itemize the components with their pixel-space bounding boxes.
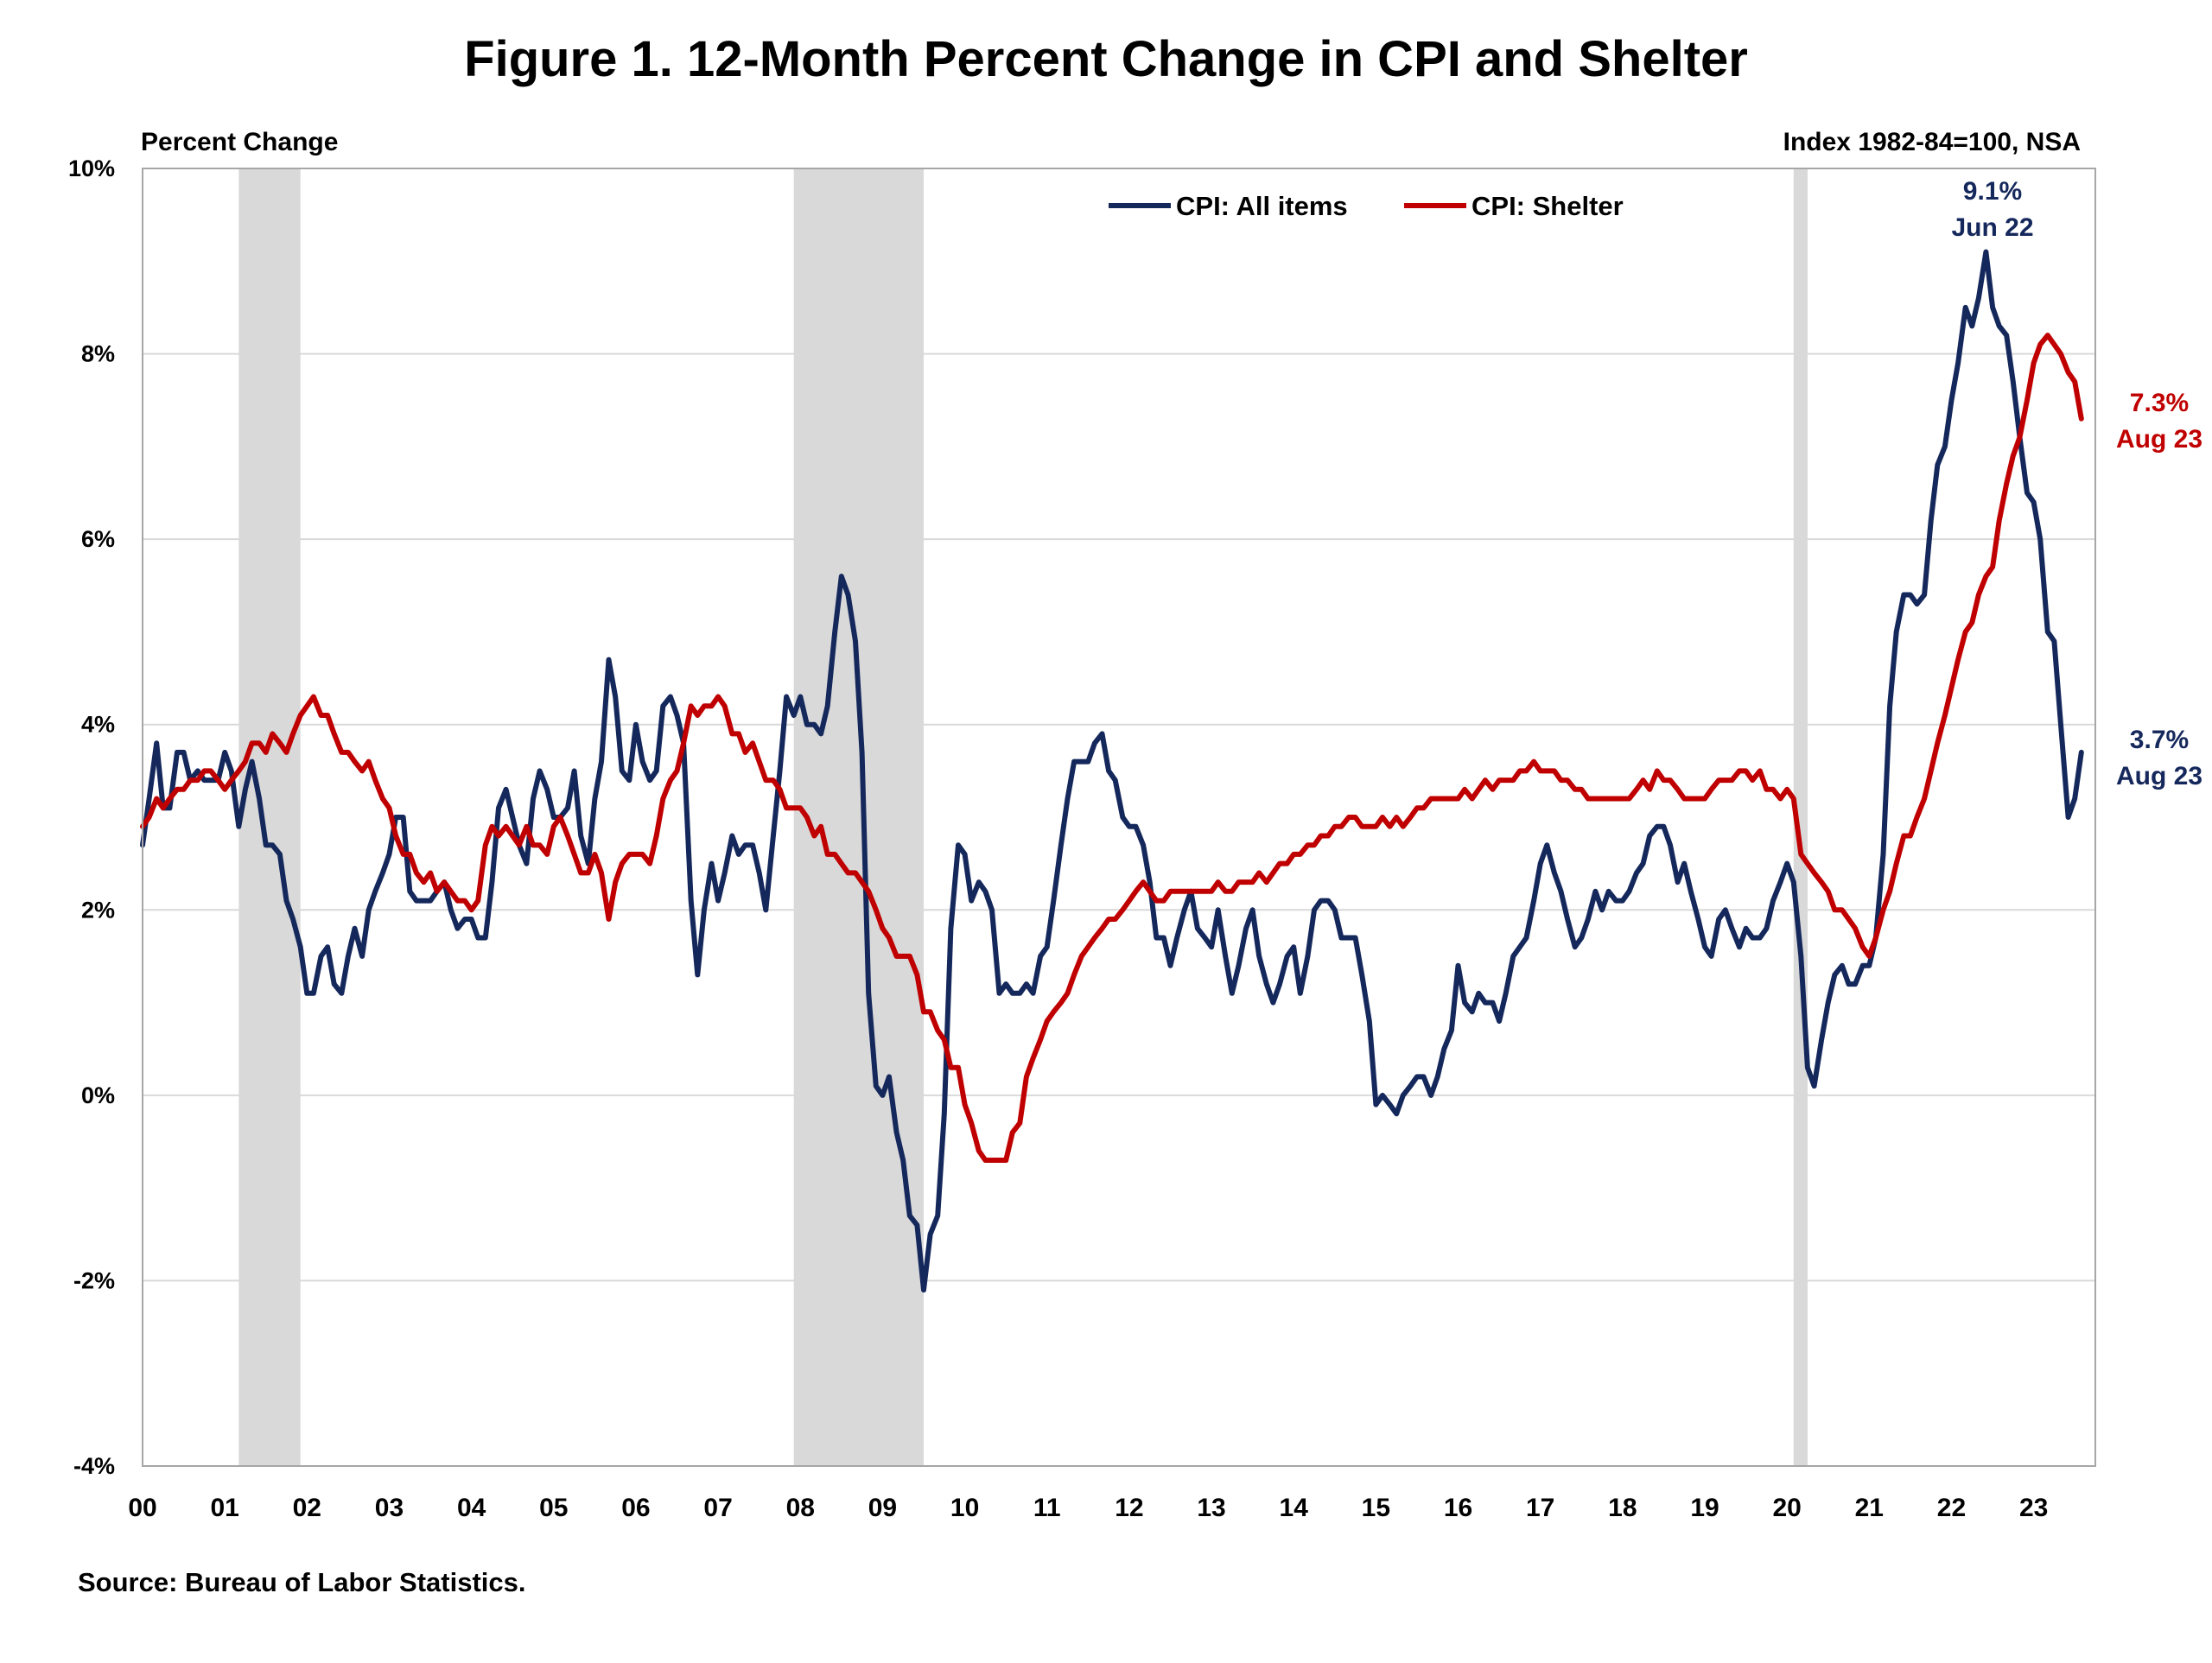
x-tick-label: 12 bbox=[1115, 1494, 1143, 1522]
x-tick-label: 21 bbox=[1855, 1494, 1884, 1522]
x-tick-label: 01 bbox=[210, 1494, 238, 1522]
annotation-cpi-latest-value: 3.7% bbox=[2130, 726, 2189, 754]
recession-band-1 bbox=[238, 168, 301, 1466]
annotation-cpi-peak-date: Jun 22 bbox=[1951, 213, 2033, 242]
x-tick-label: 16 bbox=[1444, 1494, 1472, 1522]
y-tick-label: 2% bbox=[81, 897, 115, 923]
y-tick-labels: -4% -2% 0% 2% 4% 6% 8% 10% bbox=[68, 156, 115, 1479]
recession-band-2 bbox=[793, 168, 924, 1466]
source-note: Source: Bureau of Labor Statistics. bbox=[78, 1567, 526, 1597]
x-tick-label: 07 bbox=[703, 1494, 732, 1522]
annotation-shelter-latest-date: Aug 23 bbox=[2116, 425, 2202, 454]
x-tick-label: 11 bbox=[1033, 1494, 1061, 1522]
x-tick-label: 02 bbox=[293, 1494, 321, 1522]
y-tick-label: 0% bbox=[81, 1082, 115, 1108]
plot-frame bbox=[142, 168, 2096, 1467]
y-tick-label: -4% bbox=[73, 1453, 115, 1479]
x-tick-label: 03 bbox=[375, 1494, 404, 1522]
x-tick-label: 23 bbox=[2019, 1494, 2048, 1522]
x-tick-label: 15 bbox=[1362, 1494, 1390, 1522]
series-lines bbox=[140, 249, 2084, 1293]
y-tick-label: 6% bbox=[81, 526, 115, 552]
x-tick-label: 06 bbox=[621, 1494, 650, 1522]
x-tick-label: 10 bbox=[950, 1494, 979, 1522]
y-tick-label: 8% bbox=[81, 341, 115, 367]
recession-band-3 bbox=[1793, 168, 1808, 1466]
x-tick-label: 05 bbox=[539, 1494, 568, 1522]
x-tick-label: 13 bbox=[1197, 1494, 1225, 1522]
recession-bands bbox=[238, 168, 1808, 1466]
x-tick-label: 20 bbox=[1772, 1494, 1801, 1522]
x-tick-label: 18 bbox=[1608, 1494, 1637, 1522]
y-tick-label: -2% bbox=[73, 1267, 115, 1293]
x-tick-label: 14 bbox=[1280, 1494, 1309, 1522]
legend-label-cpi-shelter: CPI: Shelter bbox=[1471, 191, 1624, 221]
x-tick-label: 08 bbox=[786, 1494, 815, 1522]
y-tick-label: 10% bbox=[68, 156, 115, 181]
x-tick-label: 17 bbox=[1526, 1494, 1554, 1522]
x-tick-labels: 00 01 02 03 04 05 06 07 08 09 10 11 12 13 14 15 16 17 18 19… bbox=[128, 1494, 2048, 1522]
annotations: 9.1% Jun 22 7.3% Aug 23 3.7% Aug 23 bbox=[1951, 177, 2202, 790]
chart-title: Figure 1. 12-Month Percent Change in CPI… bbox=[464, 31, 1748, 87]
annotation-cpi-peak-value: 9.1% bbox=[1963, 177, 2022, 206]
annotation-cpi-latest-date: Aug 23 bbox=[2116, 762, 2202, 790]
annotation-shelter-latest-value: 7.3% bbox=[2130, 389, 2189, 417]
x-tick-label: 19 bbox=[1690, 1494, 1719, 1522]
x-tick-label: 22 bbox=[1937, 1494, 1966, 1522]
x-tick-label: 09 bbox=[868, 1494, 897, 1522]
y-axis-unit-label: Percent Change bbox=[141, 128, 338, 156]
x-tick-label: 00 bbox=[128, 1494, 156, 1522]
legend-label-cpi-all-items: CPI: All items bbox=[1176, 191, 1348, 221]
series-line-cpi-all-items bbox=[140, 249, 2084, 1293]
index-note: Index 1982-84=100, NSA bbox=[1783, 128, 2081, 156]
x-tick-label: 04 bbox=[457, 1494, 486, 1522]
legend: CPI: All items CPI: Shelter bbox=[1109, 191, 1624, 221]
y-tick-label: 4% bbox=[81, 712, 115, 738]
series-line-cpi-shelter bbox=[140, 333, 2084, 1163]
